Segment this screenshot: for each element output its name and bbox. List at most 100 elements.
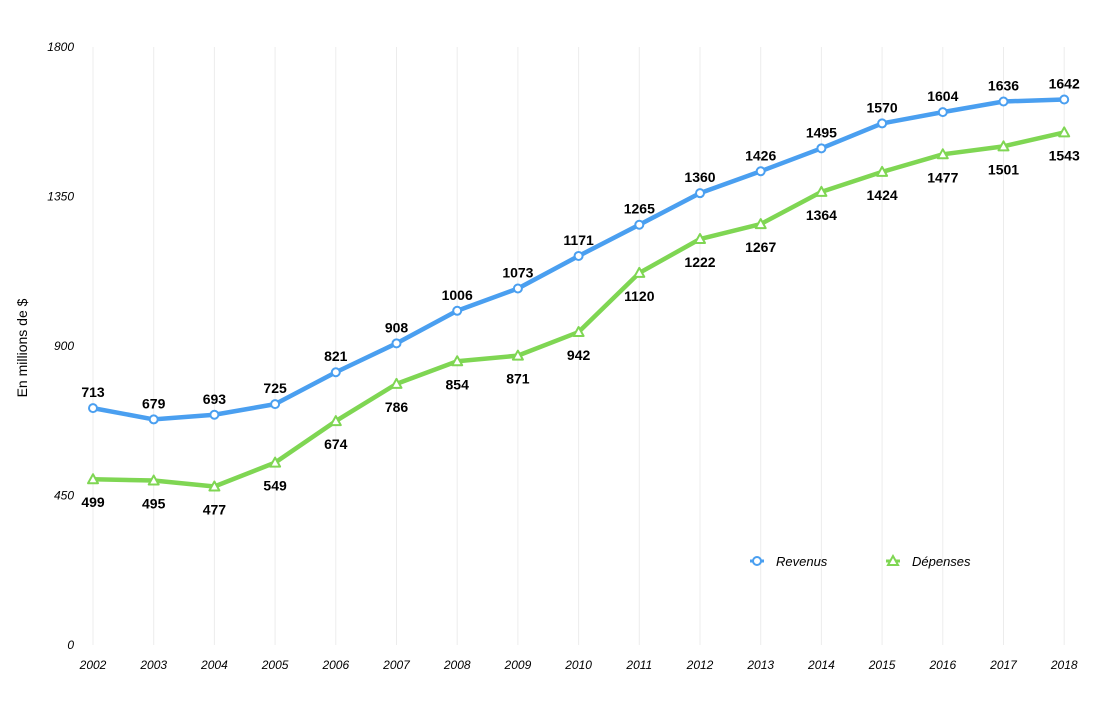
- data-point: [876, 165, 889, 177]
- data-label: 1424: [867, 187, 898, 203]
- x-tick-label: 2006: [321, 658, 349, 672]
- data-label: 854: [446, 376, 470, 392]
- data-point: [815, 185, 828, 197]
- y-axis-ticks: 0 450 900 1350 1800: [47, 40, 74, 652]
- legend-marker: [886, 553, 900, 566]
- data-point: [87, 473, 99, 485]
- legend-label: Dépenses: [912, 554, 971, 569]
- data-label: 1171: [563, 232, 594, 248]
- data-label: 679: [142, 395, 166, 411]
- data-point: [147, 474, 160, 486]
- data-labels: 713 679 693 725 821 908 1006 1073 1171 1265 1360 14…: [81, 75, 1080, 517]
- data-point: [148, 414, 159, 425]
- data-point: [208, 480, 221, 492]
- data-point: [695, 188, 705, 199]
- data-point: [937, 107, 948, 118]
- y-tick-label: 0: [67, 638, 74, 652]
- data-label: 1477: [927, 169, 958, 185]
- x-axis-ticks: 2002 2003 2004 2005 2006 2007 2008 2009 2010 2011…: [79, 658, 1078, 672]
- data-label: 1426: [745, 147, 776, 163]
- x-tick-label: 2014: [807, 658, 835, 672]
- data-point: [633, 266, 646, 278]
- legend-label: Revenus: [776, 554, 828, 569]
- data-point: [877, 118, 888, 129]
- x-tick-label: 2004: [200, 658, 228, 672]
- data-label: 821: [324, 348, 348, 364]
- data-point: [269, 456, 282, 468]
- data-point: [573, 250, 584, 261]
- data-point: [88, 403, 98, 414]
- y-tick-label: 900: [54, 339, 74, 353]
- y-axis-title: En millions de $: [14, 298, 30, 397]
- x-tick-label: 2017: [989, 658, 1018, 672]
- data-point: [452, 305, 463, 316]
- data-label: 693: [203, 391, 227, 407]
- x-tick-label: 2009: [504, 658, 532, 672]
- data-label: 1006: [442, 287, 473, 303]
- y-tick-label: 1800: [47, 40, 74, 54]
- data-point: [451, 355, 464, 367]
- data-label: 1642: [1049, 75, 1080, 91]
- data-point: [572, 326, 585, 338]
- data-point: [755, 166, 766, 177]
- x-tick-label: 2003: [139, 658, 167, 672]
- data-point: [329, 415, 342, 427]
- data-label: 1073: [502, 265, 533, 281]
- data-point: [270, 399, 281, 410]
- x-tick-label: 2015: [868, 658, 896, 672]
- data-label: 477: [203, 502, 227, 518]
- legend: Revenus Dépenses: [750, 553, 971, 569]
- data-label: 725: [263, 380, 287, 396]
- data-label: 1265: [624, 201, 655, 217]
- data-point: [634, 219, 645, 230]
- x-tick-label: 2018: [1050, 658, 1078, 672]
- data-label: 495: [142, 496, 166, 512]
- data-label: 1120: [624, 288, 655, 304]
- data-point: [391, 338, 402, 349]
- data-point: [998, 96, 1009, 107]
- data-label: 1570: [867, 99, 898, 115]
- data-label: 499: [81, 494, 105, 510]
- data-label: 1636: [988, 77, 1019, 93]
- x-tick-label: 2013: [746, 658, 774, 672]
- x-tick-label: 2016: [928, 658, 956, 672]
- data-point: [512, 283, 523, 294]
- data-point: [816, 143, 827, 154]
- data-point: [330, 367, 341, 378]
- data-point: [1059, 94, 1070, 105]
- data-label: 942: [567, 347, 591, 363]
- data-label: 1604: [927, 88, 958, 104]
- data-label: 1543: [1049, 147, 1080, 163]
- data-label: 1364: [806, 207, 837, 223]
- data-point: [209, 409, 220, 420]
- data-label: 713: [81, 384, 105, 400]
- data-label: 1501: [988, 161, 1019, 177]
- data-label: 674: [324, 436, 348, 452]
- data-label: 1495: [806, 124, 837, 140]
- data-label: 549: [263, 478, 287, 494]
- legend-marker: [752, 556, 762, 566]
- x-tick-label: 2010: [564, 658, 592, 672]
- data-point: [511, 349, 524, 361]
- x-tick-label: 2012: [686, 658, 714, 672]
- data-label: 1222: [684, 254, 715, 270]
- data-point: [1058, 126, 1071, 138]
- x-tick-label: 2011: [625, 658, 652, 672]
- x-tick-label: 2002: [79, 658, 107, 672]
- data-label: 871: [506, 371, 530, 387]
- x-tick-label: 2007: [382, 658, 411, 672]
- data-point: [936, 148, 949, 160]
- y-tick-label: 450: [54, 489, 74, 503]
- y-tick-label: 1350: [47, 190, 74, 204]
- data-point: [694, 233, 706, 245]
- data-point: [390, 377, 403, 389]
- x-tick-label: 2005: [261, 658, 289, 672]
- data-label: 786: [385, 399, 409, 415]
- data-label: 1267: [745, 239, 776, 255]
- x-tick-label: 2008: [443, 658, 471, 672]
- series-lines: [87, 94, 1071, 492]
- data-label: 908: [385, 319, 409, 335]
- data-point: [754, 218, 767, 230]
